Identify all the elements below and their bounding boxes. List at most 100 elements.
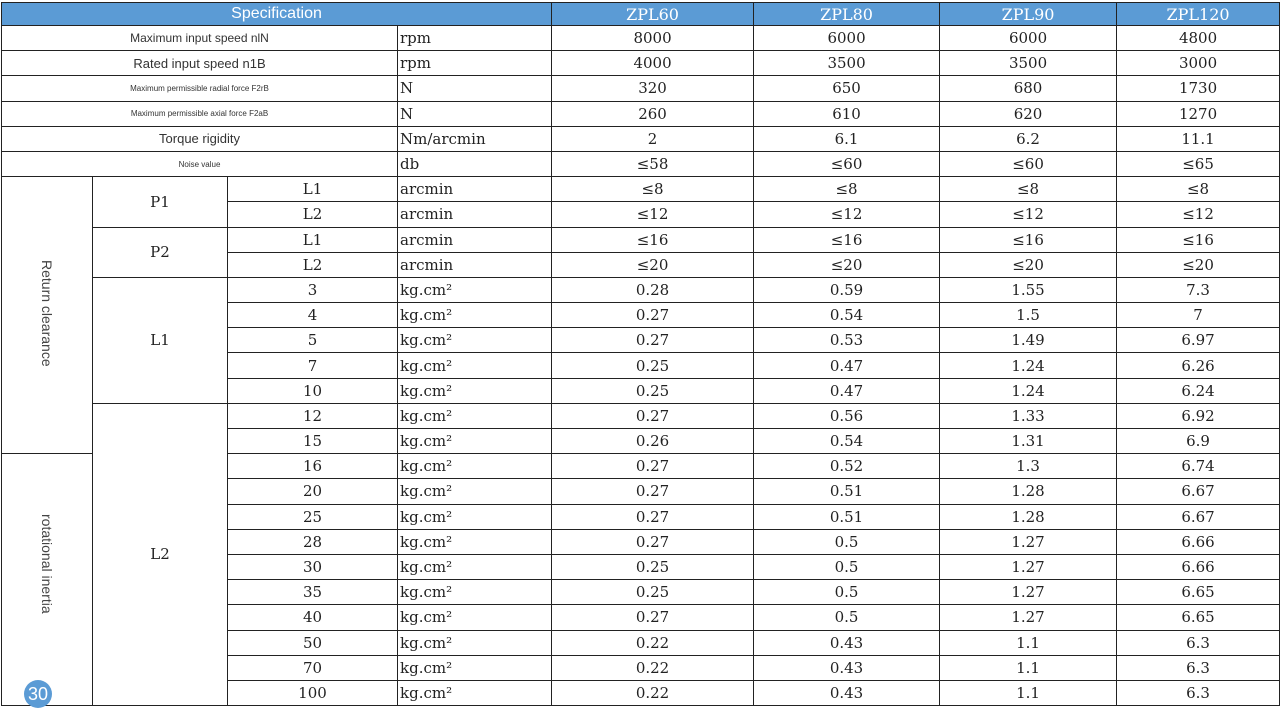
value-cell: 0.54 <box>753 302 941 329</box>
value-cell: 6000 <box>753 24 941 52</box>
table-row: P2 L1 arcmin ≤16 ≤16 ≤16 ≤16 <box>2 226 1280 278</box>
value-cell: 6.66 <box>1116 553 1280 581</box>
value-cell: 6.74 <box>1116 453 1280 480</box>
value-cell: 2 <box>551 125 755 152</box>
value-cell: 0.59 <box>753 276 941 304</box>
table-row: 70 kg.cm² 0.22 0.43 1.1 6.3 <box>2 654 1280 681</box>
value-cell: 0.51 <box>753 478 941 505</box>
spec-label: Maximum input speed nlN <box>1 24 398 52</box>
value-cell: 1.27 <box>939 579 1118 606</box>
value-cell: 1270 <box>1116 100 1280 127</box>
spec-table: Specification ZPL60 ZPL80 ZPL90 ZPL120 Maximu… <box>0 2 1280 707</box>
param-cell: 3 <box>227 276 398 304</box>
value-cell: ≤60 <box>753 150 941 178</box>
value-cell: 1.1 <box>939 654 1118 681</box>
model-header: ZPL90 <box>939 2 1118 26</box>
value-cell: ≤16 <box>551 226 755 253</box>
param-cell: 70 <box>227 654 398 681</box>
param-cell: 10 <box>227 377 398 404</box>
value-cell: 0.25 <box>551 377 755 404</box>
value-cell: 0.5 <box>753 528 941 555</box>
value-cell: 0.56 <box>753 402 941 430</box>
group-label: P1 <box>92 176 228 228</box>
value-cell: 1.1 <box>939 679 1118 707</box>
table-row: 25 kg.cm² 0.27 0.51 1.28 6.67 <box>2 503 1280 530</box>
value-cell: ≤20 <box>939 251 1118 278</box>
value-cell: 1.27 <box>939 528 1118 555</box>
value-cell: 1.5 <box>939 302 1118 329</box>
value-cell: ≤12 <box>753 201 941 228</box>
value-cell: 6.3 <box>1116 654 1280 681</box>
value-cell: 620 <box>939 100 1118 127</box>
value-cell: 0.27 <box>551 302 755 329</box>
unit-cell: kg.cm² <box>396 352 553 379</box>
unit-cell: kg.cm² <box>396 553 553 581</box>
value-cell: 7.3 <box>1116 276 1280 304</box>
unit-cell: kg.cm² <box>396 629 553 656</box>
unit-cell: kg.cm² <box>396 377 553 404</box>
table-row: L2 arcmin ≤20 ≤20 ≤20 ≤20 <box>2 251 1280 278</box>
value-cell: 0.47 <box>753 352 941 379</box>
param-cell: 28 <box>227 528 398 555</box>
unit-cell: kg.cm² <box>396 528 553 555</box>
value-cell: 1.33 <box>939 402 1118 430</box>
section-label: rotational inertia <box>39 514 55 614</box>
unit-cell: rpm <box>396 50 553 77</box>
table-row: Maximum input speed nlN rpm 8000 6000 6000 48… <box>1 24 1280 52</box>
param-cell: 12 <box>227 402 398 430</box>
value-cell: 1.55 <box>939 276 1118 304</box>
value-cell: 0.27 <box>551 402 755 430</box>
spec-label: Torque rigidity <box>1 125 398 152</box>
param-cell: 16 <box>227 453 398 480</box>
value-cell: 7 <box>1116 302 1280 329</box>
unit-cell: arcmin <box>396 176 553 203</box>
value-cell: 610 <box>753 100 941 127</box>
unit-cell: kg.cm² <box>396 327 553 354</box>
value-cell: 1.24 <box>939 377 1118 404</box>
spec-label: Rated input speed n1B <box>1 50 398 77</box>
spec-label: Maximum permissible axial force F2aB <box>1 100 398 127</box>
header-row: Specification ZPL60 ZPL80 ZPL90 ZPL120 <box>0 2 1280 26</box>
value-cell: 0.52 <box>753 453 941 480</box>
value-cell: 6.67 <box>1116 503 1280 530</box>
param-cell: L2 <box>227 251 398 278</box>
param-cell: 4 <box>227 302 398 329</box>
param-cell: 100 <box>227 679 398 707</box>
table-row: Torque rigidity Nm/arcmin 2 6.1 6.2 11.1 <box>1 125 1280 152</box>
spec-label: Noise value <box>1 150 398 178</box>
value-cell: 260 <box>551 100 755 127</box>
table-row: 15 kg.cm² 0.26 0.54 1.31 6.9 <box>2 427 1280 455</box>
unit-cell: kg.cm² <box>396 453 553 480</box>
value-cell: 6.24 <box>1116 377 1280 404</box>
value-cell: 8000 <box>551 24 755 52</box>
value-cell: 0.43 <box>753 654 941 681</box>
value-cell: 0.27 <box>551 453 755 480</box>
value-cell: 1.1 <box>939 629 1118 656</box>
table-row: 20 kg.cm² 0.27 0.51 1.28 6.67 <box>2 478 1280 505</box>
value-cell: 6.3 <box>1116 679 1280 707</box>
value-cell: 1.27 <box>939 604 1118 631</box>
value-cell: 0.43 <box>753 679 941 707</box>
value-cell: 1.49 <box>939 327 1118 354</box>
param-cell: 50 <box>227 629 398 656</box>
value-cell: 1.28 <box>939 478 1118 505</box>
unit-cell: arcmin <box>396 251 553 278</box>
value-cell: 320 <box>551 75 755 102</box>
unit-cell: kg.cm² <box>396 302 553 329</box>
value-cell: 0.27 <box>551 528 755 555</box>
value-cell: 6.9 <box>1116 427 1280 455</box>
value-cell: ≤20 <box>753 251 941 278</box>
table-row: L2 arcmin ≤12 ≤12 ≤12 ≤12 <box>2 201 1280 228</box>
table-row: Rated input speed n1B rpm 4000 3500 3500 3000 <box>1 50 1280 77</box>
unit-cell: Nm/arcmin <box>396 125 553 152</box>
table-row: 30 kg.cm² 0.25 0.5 1.27 6.66 <box>2 553 1280 581</box>
value-cell: 6.92 <box>1116 402 1280 430</box>
value-cell: ≤20 <box>551 251 755 278</box>
table-row: Maximum permissible axial force F2aB N 260… <box>1 100 1280 127</box>
value-cell: 3000 <box>1116 50 1280 77</box>
value-cell: 6.97 <box>1116 327 1280 354</box>
value-cell: 0.25 <box>551 352 755 379</box>
value-cell: ≤8 <box>939 176 1118 203</box>
unit-cell: kg.cm² <box>396 579 553 606</box>
value-cell: ≤8 <box>551 176 755 203</box>
